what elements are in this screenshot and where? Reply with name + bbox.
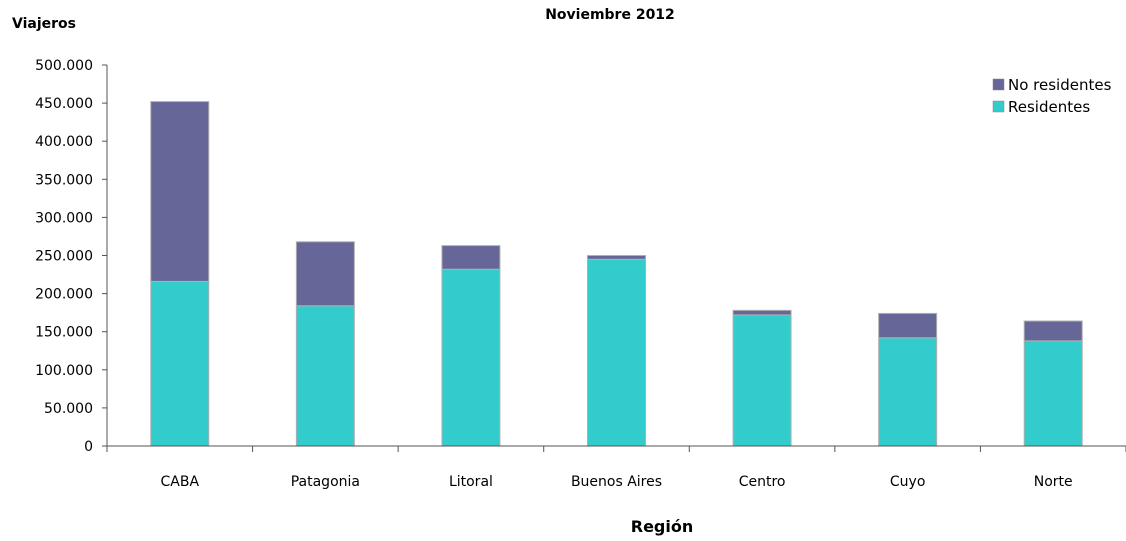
y-tick-label: 50.000 <box>44 401 93 417</box>
bar-residentes <box>878 337 938 447</box>
bar-no-residentes <box>1023 320 1083 342</box>
legend: No residentes Residentes <box>992 76 1112 116</box>
y-axis-label: Viajeros <box>12 16 76 32</box>
y-tick-label: 250.000 <box>35 249 93 265</box>
bar-residentes <box>1023 340 1083 447</box>
y-tick-label: 100.000 <box>35 363 93 379</box>
legend-label: No residentes <box>1008 76 1112 94</box>
bar-no-residentes <box>732 309 792 316</box>
y-axis-ticks: 0 50.000 100.000 150.000 200.000 250.000 300.0… <box>35 58 107 455</box>
bars <box>150 101 1083 447</box>
y-tick-label: 0 <box>84 439 93 455</box>
y-tick-label: 200.000 <box>35 287 93 303</box>
bar-residentes <box>732 314 792 447</box>
y-tick-label: 350.000 <box>35 172 93 188</box>
y-tick-label: 150.000 <box>35 325 93 341</box>
y-tick-label: 400.000 <box>35 134 93 150</box>
x-tick-label: Buenos Aires <box>571 474 662 490</box>
x-tick-label: Litoral <box>449 474 493 490</box>
bar-residentes <box>150 280 210 447</box>
x-tick-label: Norte <box>1034 474 1073 490</box>
bar-residentes <box>587 258 646 447</box>
bar-no-residentes <box>441 245 501 270</box>
axes <box>106 65 1126 447</box>
bar-residentes <box>441 268 501 447</box>
y-tick-label: 300.000 <box>35 210 93 226</box>
chart-title: Noviembre 2012 <box>545 7 675 23</box>
x-tick-label: Cuyo <box>890 474 926 490</box>
x-tick-label: CABA <box>161 474 200 490</box>
x-tick-label: Centro <box>739 474 786 490</box>
x-axis-ticks: CABA Patagonia Litoral Buenos Aires Centro Cu… <box>106 446 1126 490</box>
legend-label: Residentes <box>1008 98 1090 116</box>
x-axis-label: Región <box>631 517 694 536</box>
bar-no-residentes <box>150 101 210 282</box>
legend-swatch <box>992 100 1005 113</box>
bar-no-residentes <box>587 255 646 260</box>
bar-residentes <box>295 305 355 447</box>
bar-no-residentes <box>878 312 938 339</box>
bar-no-residentes <box>295 241 355 307</box>
y-tick-label: 450.000 <box>35 96 93 112</box>
legend-swatch <box>992 78 1005 91</box>
x-tick-label: Patagonia <box>291 474 360 490</box>
y-tick-label: 500.000 <box>35 58 93 74</box>
